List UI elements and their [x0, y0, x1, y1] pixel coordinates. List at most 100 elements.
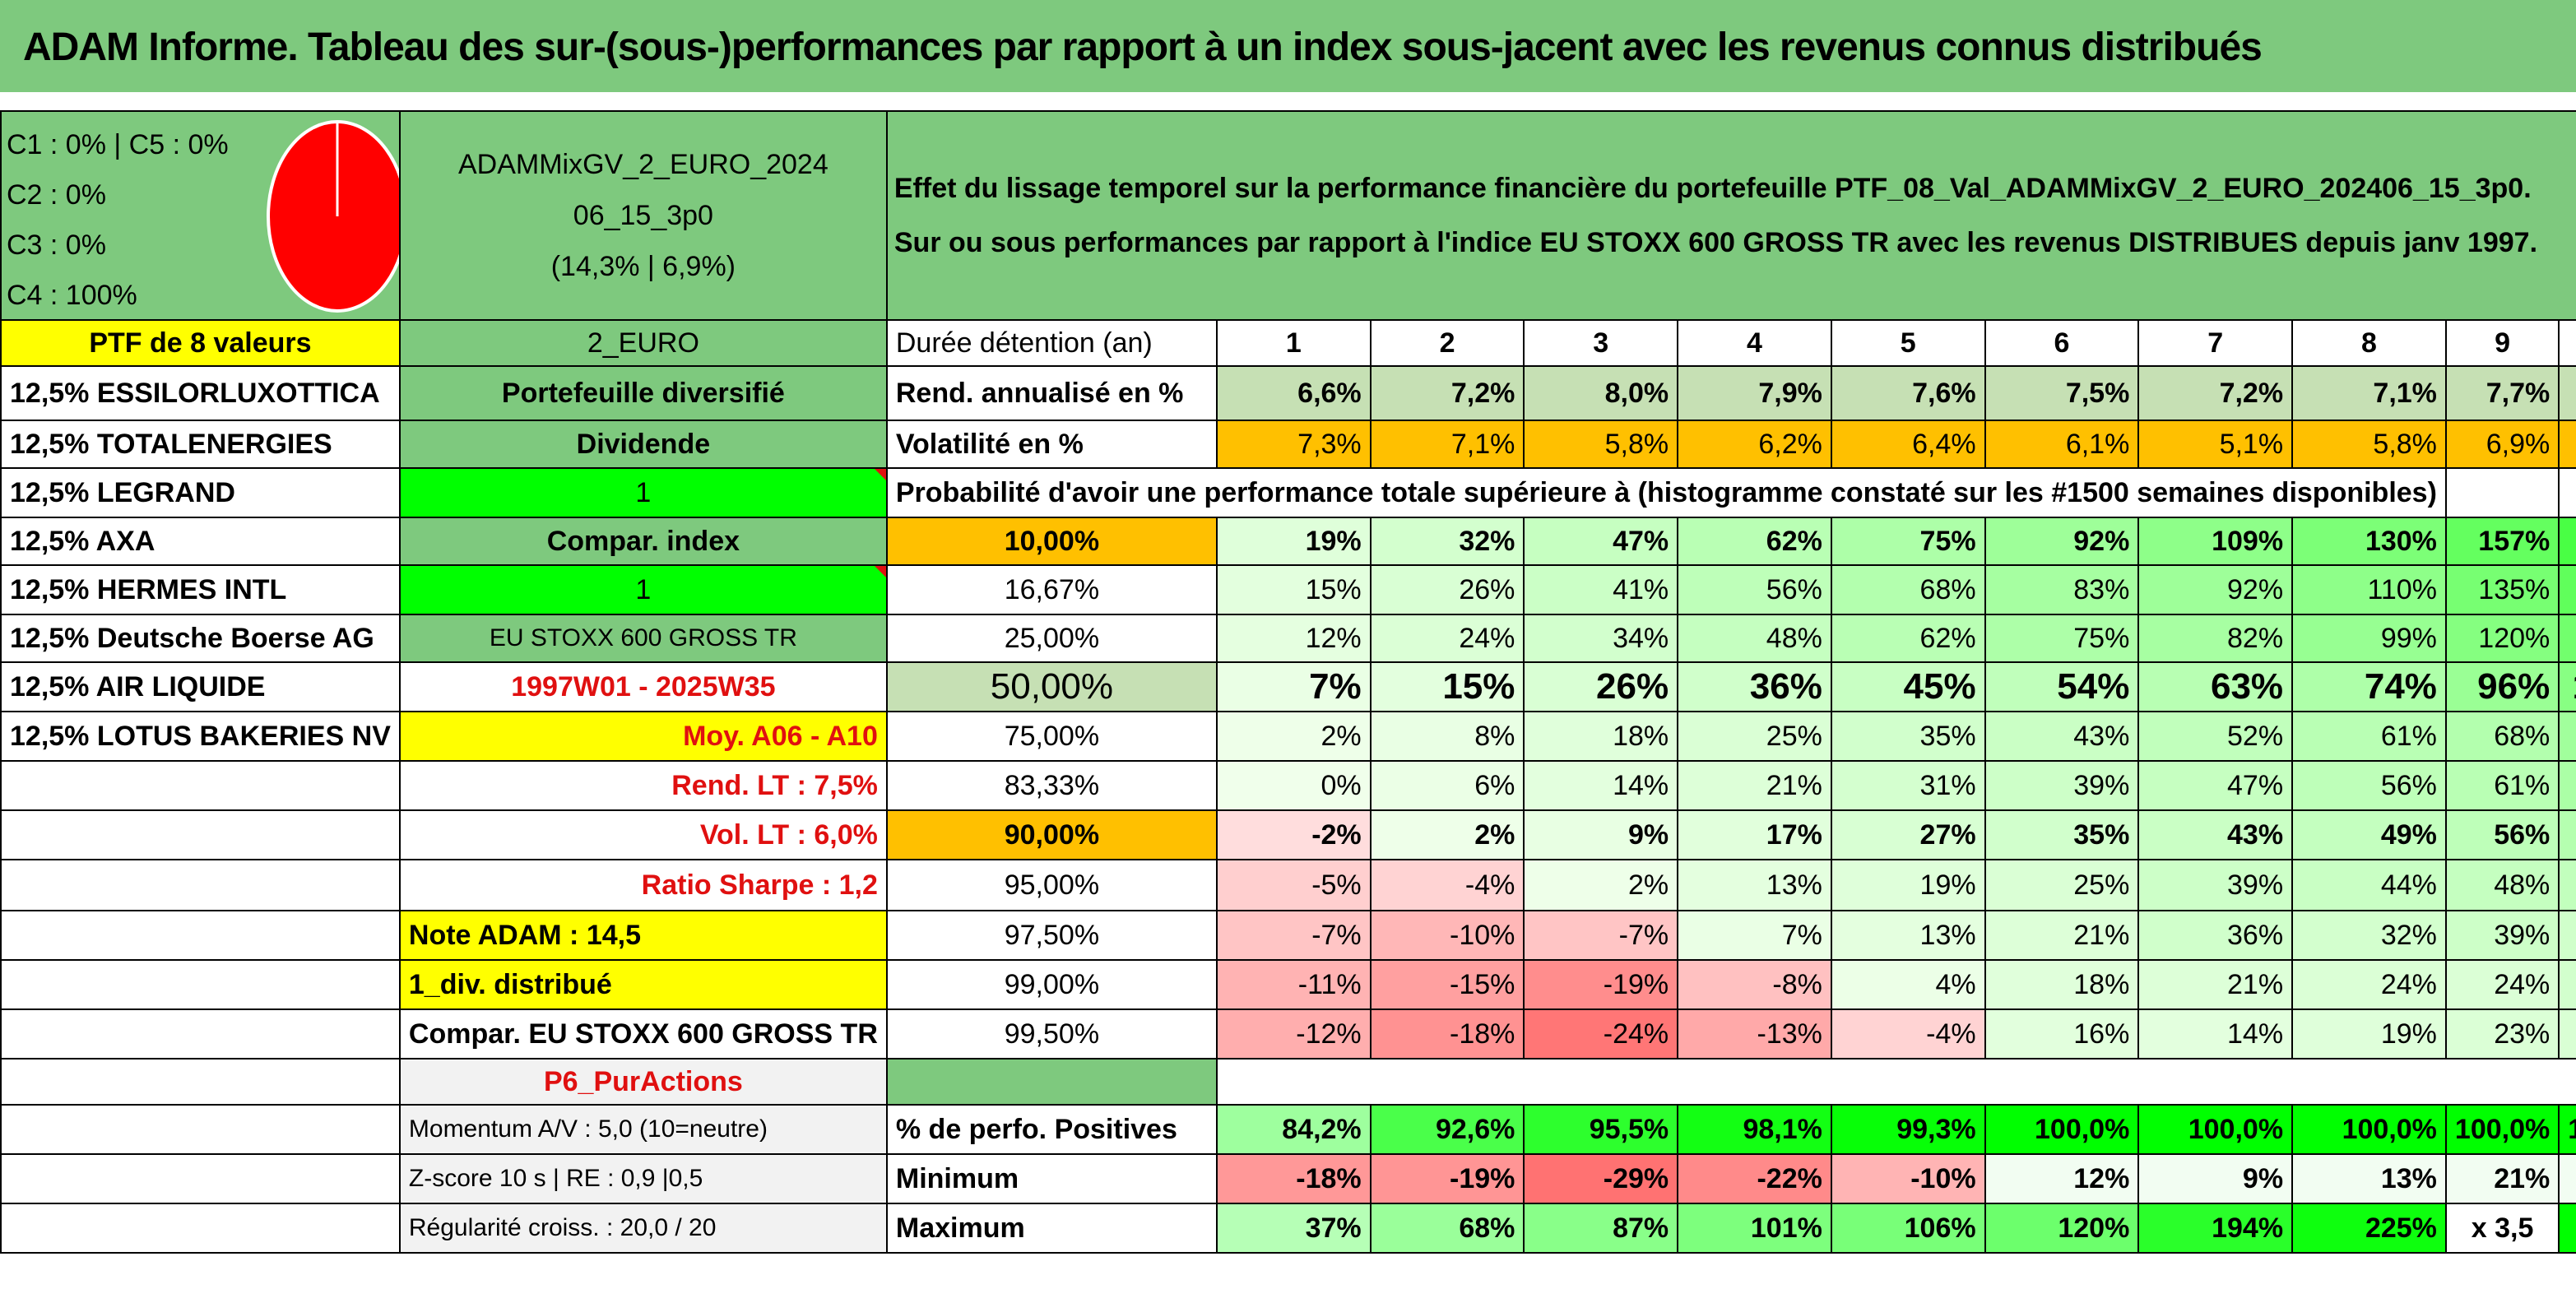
empty-cell: [0, 760, 401, 811]
quantile-value: 8%: [1369, 711, 1525, 762]
index-name: EU STOXX 600 GROSS TR: [398, 614, 888, 663]
positive-value: 92,6%: [1369, 1104, 1525, 1155]
minimum-value: -10%: [1830, 1153, 1986, 1204]
holding-item: 12,5% AXA: [0, 517, 401, 566]
quantile-value: 75%: [1830, 517, 1986, 566]
long-term-volatility: Vol. LT : 6,0%: [398, 809, 888, 860]
quantile-value: -4%: [1369, 859, 1525, 911]
quantile-value: -7%: [1523, 910, 1679, 961]
quantile-value: 19%: [2291, 1008, 2447, 1059]
empty-cell: [0, 1203, 401, 1254]
maximum-value: 106%: [1830, 1203, 1986, 1254]
quantile-value: 39%: [2444, 910, 2560, 961]
minimum-value: -22%: [1677, 1153, 1832, 1204]
probability-label: Probabilité d'avoir une performance tota…: [885, 467, 2447, 518]
year-header: 2: [1369, 319, 1525, 367]
probability-header-row: 12,5% LEGRAND 1 Probabilité d'avoir une pe…: [0, 467, 2576, 518]
maximum-row: Régularité croiss. : 20,0 / 20 Maximum 37%…: [0, 1203, 2576, 1254]
quantile-value: 15%: [1369, 661, 1525, 712]
years-row: PTF de 8 valeurs 2_EURO Durée détention (a…: [0, 319, 2576, 367]
quantile-value: -19%: [1523, 959, 1679, 1010]
empty-cell: [0, 809, 401, 860]
quantile-value: 14%: [1523, 760, 1679, 811]
flag-cell: 1: [398, 564, 888, 615]
annual-return-value: 8,0%: [2558, 365, 2576, 421]
quantile-row: 12,5% AIR LIQUIDE 1997W01 - 2025W35 50,00%…: [0, 661, 2576, 712]
holding-item: 12,5% LOTUS BAKERIES NV: [0, 711, 401, 762]
comment-marker: [874, 567, 885, 577]
category-legend: C1 : 0% | C5 : 0% C2 : 0% C3 : 0% C4 : 1…: [0, 110, 401, 321]
quantile-value: 26%: [2558, 1008, 2576, 1059]
quantile-value: 4%: [1830, 959, 1986, 1010]
quantile-value: 18%: [1523, 711, 1679, 762]
quantile-value: -5%: [1215, 859, 1372, 911]
quantile-value: -10%: [1369, 910, 1525, 961]
probability-threshold: 75,00%: [885, 711, 1218, 762]
quantile-value: 66%: [2558, 809, 2576, 860]
minimum-value: -18%: [1215, 1153, 1372, 1204]
year-header: 9: [2444, 319, 2560, 367]
quantile-value: 54%: [1984, 661, 2140, 712]
probability-threshold: 99,50%: [885, 1008, 1218, 1059]
holding-item: 12,5% TOTALENERGIES: [0, 420, 401, 469]
quantile-value: 16%: [1984, 1008, 2140, 1059]
pie-slice-c4: [267, 120, 398, 313]
average-label: Moy. A06 - A10: [398, 711, 888, 762]
positive-value: 100,0%: [2444, 1104, 2560, 1155]
empty-cell: [0, 1104, 401, 1155]
probability-threshold: 83,33%: [885, 760, 1218, 811]
probability-threshold: 10,00%: [885, 517, 1218, 566]
quantile-value: -11%: [1215, 959, 1372, 1010]
volatility-value: 7,3%: [1215, 420, 1372, 469]
volatility-label: Volatilité en %: [885, 420, 1218, 469]
period-label: 1997W01 - 2025W35: [398, 661, 888, 712]
quantile-value: 88%: [2558, 711, 2576, 762]
quantile-value: 61%: [2444, 760, 2560, 811]
quantile-value: 96%: [2444, 661, 2560, 712]
positive-value: 100,0%: [2291, 1104, 2447, 1155]
quantile-value: 19%: [1830, 859, 1986, 911]
quantile-value: 35%: [1830, 711, 1986, 762]
minimum-value: -29%: [1523, 1153, 1679, 1204]
title-divider: [0, 92, 2576, 100]
minimum-value: 12%: [1984, 1153, 2140, 1204]
compar-index-label: Compar. index: [398, 517, 888, 566]
quantile-value: 24%: [1369, 614, 1525, 663]
quantile-value: 39%: [1984, 760, 2140, 811]
quantile-value: 44%: [2291, 859, 2447, 911]
return-row: 12,5% ESSILORLUXOTTICA Portefeuille diver…: [0, 365, 2576, 421]
dividend-label: Dividende: [398, 420, 888, 469]
holding-item: 12,5% AIR LIQUIDE: [0, 661, 401, 712]
quantile-value: 68%: [2444, 711, 2560, 762]
empty-cell: [0, 1153, 401, 1204]
volatility-value: 7,1%: [1369, 420, 1525, 469]
quantile-value: 36%: [2137, 910, 2294, 961]
holdings-header: PTF de 8 valeurs: [0, 319, 401, 367]
quantile-value: 77%: [2558, 760, 2576, 811]
quantile-row: 12,5% AXA Compar. index 10,00% 19% 32% 47% 62%…: [0, 517, 2576, 566]
legend-line: C3 : 0%: [7, 230, 106, 261]
quantile-value: 13%: [1830, 910, 1986, 961]
volatility-value: 5,8%: [2291, 420, 2447, 469]
quantile-value: 2%: [1215, 711, 1372, 762]
quantile-row: 12,5% HERMES INTL 1 16,67% 15% 26% 41% 56% 68% 8…: [0, 564, 2576, 615]
comparison-label: Compar. EU STOXX 600 GROSS TR: [398, 1008, 888, 1059]
quantile-value: 49%: [2291, 809, 2447, 860]
minimum-value: 13%: [2291, 1153, 2447, 1204]
sharpe-ratio: Ratio Sharpe : 1,2: [398, 859, 888, 911]
quantile-value: 130%: [2291, 517, 2447, 566]
holding-item: 12,5% ESSILORLUXOTTICA: [0, 365, 401, 421]
annual-return-value: 7,7%: [2444, 365, 2560, 421]
quantile-value: 7%: [1677, 910, 1832, 961]
holding-item: 12,5% HERMES INTL: [0, 564, 401, 615]
quantile-value: 21%: [1677, 760, 1832, 811]
quantile-value: 33%: [2558, 959, 2576, 1010]
quantile-value: 45%: [1830, 661, 1986, 712]
minimum-value: 9%: [2137, 1153, 2294, 1204]
probability-threshold: 25,00%: [885, 614, 1218, 663]
quantile-value: -2%: [1215, 809, 1372, 860]
year-header: 6: [1984, 319, 2140, 367]
holding-period-label: Durée détention (an): [885, 319, 1218, 367]
minimum-value: -19%: [1369, 1153, 1525, 1204]
empty-cell: [1215, 1059, 2576, 1106]
